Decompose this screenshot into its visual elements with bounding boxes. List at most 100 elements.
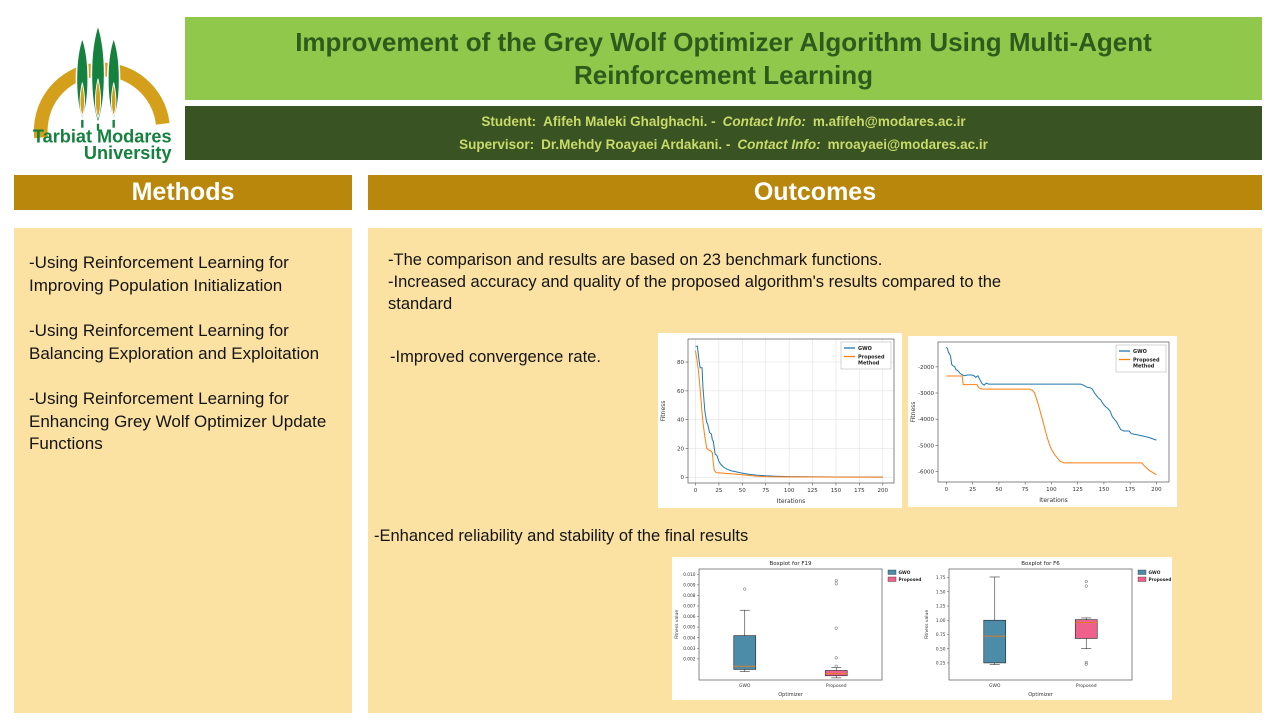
svg-text:0.006: 0.006	[683, 614, 696, 620]
svg-text:Fitness value: Fitness value	[924, 610, 930, 640]
svg-text:0.003: 0.003	[683, 646, 696, 652]
svg-text:175: 175	[1125, 487, 1136, 493]
svg-text:0: 0	[945, 487, 949, 493]
svg-text:Proposed: Proposed	[858, 355, 885, 361]
svg-text:60: 60	[677, 389, 684, 395]
svg-text:0.25: 0.25	[936, 661, 946, 667]
svg-text:80: 80	[677, 360, 684, 366]
supervisor-email: mroayaei@modares.ac.ir	[827, 137, 988, 152]
svg-text:50: 50	[995, 487, 1002, 493]
svg-text:20: 20	[677, 446, 684, 452]
outcomes-header-label: Outcomes	[753, 178, 877, 206]
svg-text:Optimizer: Optimizer	[778, 692, 803, 698]
student-row: Student: Afifeh Maleki Ghalghachi. - Con…	[481, 114, 965, 129]
methods-header-label: Methods	[131, 178, 235, 206]
methods-header: Methods	[14, 175, 352, 210]
svg-text:150: 150	[831, 488, 842, 494]
svg-text:25: 25	[715, 488, 722, 494]
convergence-chart-1: 0 25 50 75 100 125 150 175 200 0 20 40 60 80 Iteration…	[658, 333, 902, 508]
outcome-bullet: -Enhanced reliability and stability of t…	[374, 527, 749, 545]
svg-text:GWO: GWO	[858, 346, 872, 352]
svg-text:-3000: -3000	[918, 391, 934, 397]
svg-text:-2000: -2000	[918, 365, 934, 371]
outcome-bullet: -Increased accuracy and quality of the p…	[388, 273, 1002, 313]
svg-text:Optimizer: Optimizer	[1028, 692, 1053, 698]
student-email: m.afifeh@modares.ac.ir	[812, 114, 966, 129]
student-label: Student:	[481, 114, 537, 129]
svg-text:100: 100	[1046, 487, 1057, 493]
methods-panel: -Using Reinforcement Learning for Improv…	[14, 228, 352, 713]
svg-text:1.50: 1.50	[936, 589, 946, 595]
outcomes-bullet-group: -The comparison and results are based on…	[388, 249, 1048, 315]
svg-text:Iterations: Iterations	[1039, 497, 1068, 504]
poster-title-bar: Improvement of the Grey Wolf Optimizer A…	[185, 17, 1262, 100]
logo-cypress-trees-icon	[75, 22, 121, 131]
logo-text-line2: University	[84, 143, 172, 163]
svg-text:0.002: 0.002	[683, 656, 696, 662]
method-item: -Using Reinforcement Learning for Improv…	[29, 253, 289, 295]
logo-text-line1: Tarbiat Modares	[33, 126, 172, 146]
university-logo: Tarbiat Modares University	[33, 22, 172, 163]
svg-text:Method: Method	[858, 361, 880, 367]
svg-text:Fitness value: Fitness value	[674, 610, 680, 640]
supervisor-label: Supervisor:	[459, 137, 535, 152]
svg-text:GWO: GWO	[1133, 349, 1147, 355]
svg-text:Proposed: Proposed	[826, 683, 847, 689]
outcome-bullet: -The comparison and results are based on…	[388, 251, 883, 269]
supervisor-row: Supervisor: Dr.Mehdy Roayaei Ardakani. -…	[459, 137, 988, 152]
svg-text:25: 25	[969, 487, 976, 493]
svg-text:0: 0	[694, 488, 698, 494]
svg-text:0.007: 0.007	[683, 604, 696, 610]
svg-text:0: 0	[681, 475, 685, 481]
svg-text:Fitness: Fitness	[660, 401, 667, 422]
svg-text:Proposed: Proposed	[1076, 683, 1097, 689]
svg-text:50: 50	[739, 488, 746, 494]
boxplot-f19: Boxplot for F19 0.002 0.003 0.004 0.005 0.006…	[672, 557, 922, 700]
student-name: Afifeh Maleki Ghalghachi. -	[543, 114, 716, 129]
boxplot-figure: Boxplot for F19 0.002 0.003 0.004 0.005 0.006…	[672, 557, 1172, 700]
svg-text:GWO: GWO	[739, 683, 751, 689]
supervisor-name: Dr.Mehdy Roayaei Ardakani. -	[541, 137, 731, 152]
svg-text:-6000: -6000	[918, 470, 934, 476]
supervisor-contact-label: Contact Info:	[737, 137, 821, 152]
svg-text:Proposed: Proposed	[1133, 358, 1160, 364]
svg-text:GWO: GWO	[899, 570, 911, 576]
svg-text:Proposed: Proposed	[1149, 577, 1172, 583]
svg-text:40: 40	[677, 418, 684, 424]
svg-text:150: 150	[1099, 487, 1110, 493]
poster-title: Improvement of the Grey Wolf Optimizer A…	[295, 27, 1152, 90]
svg-text:0.005: 0.005	[683, 625, 696, 631]
svg-text:0.009: 0.009	[683, 582, 696, 588]
svg-text:75: 75	[1022, 487, 1029, 493]
svg-text:0.004: 0.004	[683, 635, 696, 641]
svg-text:0.010: 0.010	[683, 572, 696, 578]
svg-text:100: 100	[784, 488, 795, 494]
svg-text:200: 200	[878, 488, 889, 494]
method-item: -Using Reinforcement Learning for Balanc…	[29, 321, 320, 363]
boxplot-f6: Boxplot for F6 0.25 0.50 0.75 1.00 1.25 1.50 1.…	[922, 557, 1172, 700]
svg-text:Fitness: Fitness	[910, 402, 917, 423]
method-item: -Using Reinforcement Learning for Enhanc…	[29, 389, 327, 453]
convergence-chart-2: 0 25 50 75 100 125 150 175 200 -2000 -3000 -4000 -50…	[908, 336, 1177, 507]
svg-text:-4000: -4000	[918, 417, 934, 423]
svg-text:125: 125	[1072, 487, 1083, 493]
outcomes-header: Outcomes	[368, 175, 1262, 210]
svg-text:0.008: 0.008	[683, 593, 696, 599]
svg-text:Boxplot for F19: Boxplot for F19	[770, 561, 812, 567]
svg-text:1.75: 1.75	[936, 575, 946, 581]
svg-text:75: 75	[762, 488, 769, 494]
outcome-bullet: -Improved convergence rate.	[390, 348, 601, 366]
svg-text:Method: Method	[1133, 364, 1155, 370]
svg-text:200: 200	[1151, 487, 1162, 493]
svg-text:0.75: 0.75	[936, 632, 946, 638]
svg-text:Iterations: Iterations	[777, 498, 806, 505]
svg-text:Proposed: Proposed	[899, 577, 922, 583]
svg-text:-5000: -5000	[918, 443, 934, 449]
svg-text:1.00: 1.00	[936, 618, 946, 624]
svg-text:1.25: 1.25	[936, 604, 946, 610]
svg-text:Boxplot for F6: Boxplot for F6	[1021, 561, 1060, 567]
svg-text:GWO: GWO	[1149, 570, 1161, 576]
svg-text:125: 125	[807, 488, 818, 494]
svg-text:175: 175	[854, 488, 865, 494]
